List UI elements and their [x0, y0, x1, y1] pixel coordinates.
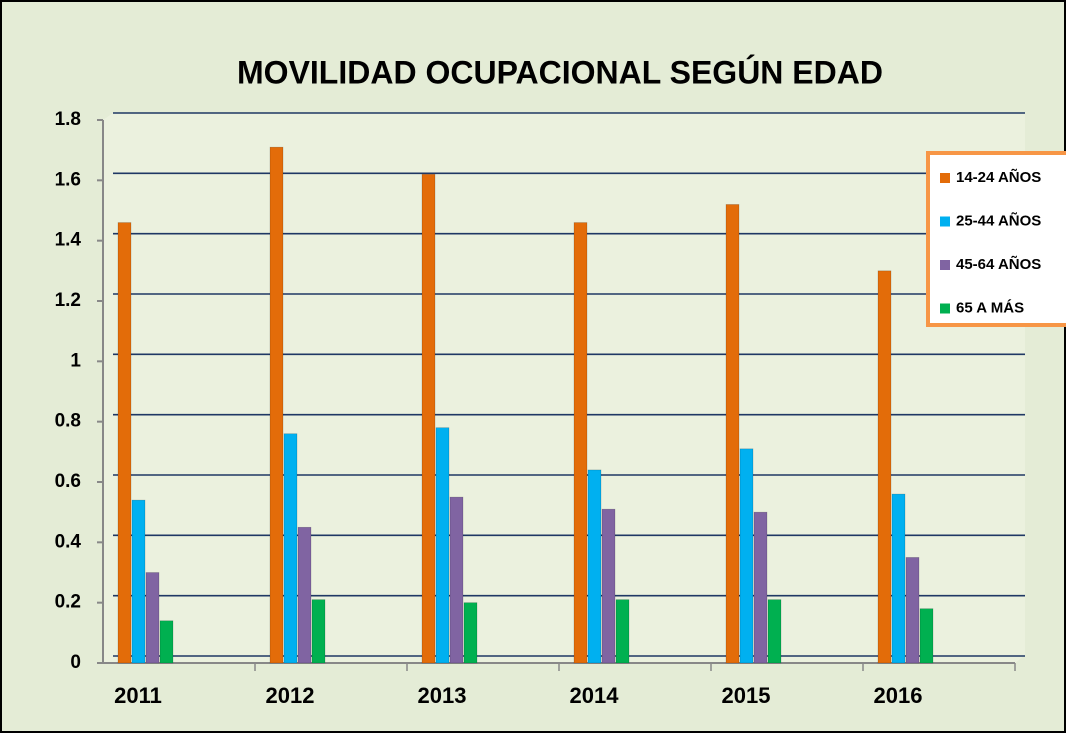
x-tick-label: 2015: [722, 683, 771, 708]
y-tick-label: 1.6: [55, 169, 81, 190]
bar: [877, 270, 892, 664]
bar: [615, 599, 630, 664]
bar: [421, 174, 436, 664]
bar: [449, 496, 464, 664]
legend-swatch: [940, 260, 950, 270]
legend-label: 25-44 AÑOS: [956, 211, 1041, 229]
y-tick-label: 1: [70, 350, 81, 371]
bar: [159, 620, 174, 664]
bar: [131, 499, 146, 664]
y-tick-label: 0: [70, 652, 81, 673]
legend-label: 65 A MÁS: [956, 299, 1024, 316]
bar: [283, 433, 298, 664]
bar: [601, 508, 616, 664]
y-tick-label: 0.2: [55, 592, 81, 613]
chart-title: MOVILIDAD OCUPACIONAL SEGÚN EDAD: [237, 54, 883, 90]
y-tick-label: 1.4: [55, 230, 82, 251]
y-tick-label: 0.6: [55, 471, 81, 492]
legend-box: [926, 151, 1066, 327]
bar: [753, 511, 768, 664]
legend-label: 45-64 AÑOS: [956, 255, 1041, 273]
bar: [145, 572, 160, 664]
legend-label: 14-24 AÑOS: [956, 168, 1041, 186]
x-tick-label: 2016: [874, 683, 923, 708]
bar: [269, 146, 284, 664]
bar: [297, 526, 312, 664]
x-tick-label: 2013: [418, 683, 467, 708]
bar: [725, 204, 740, 664]
bar: [435, 427, 450, 664]
x-tick-label: 2012: [266, 683, 315, 708]
y-tick-label: 1.2: [55, 290, 81, 311]
bar: [573, 222, 588, 664]
y-tick-label: 1.8: [55, 109, 81, 130]
y-tick-label: 0.4: [55, 531, 82, 552]
legend-swatch: [940, 216, 950, 227]
x-tick-label: 2014: [570, 683, 620, 708]
bar: [891, 493, 906, 664]
plot-wall: [103, 113, 1025, 663]
x-tick-label: 2011: [114, 683, 162, 708]
bar: [905, 557, 920, 664]
y-tick-label: 0.8: [55, 411, 81, 432]
bar: [463, 602, 478, 664]
bar: [739, 448, 754, 664]
bar: [117, 222, 132, 664]
bar: [919, 608, 934, 664]
bar: [587, 469, 602, 664]
legend-swatch: [940, 303, 950, 314]
legend-swatch: [940, 173, 950, 183]
bar: [311, 599, 326, 664]
bar: [767, 599, 782, 664]
